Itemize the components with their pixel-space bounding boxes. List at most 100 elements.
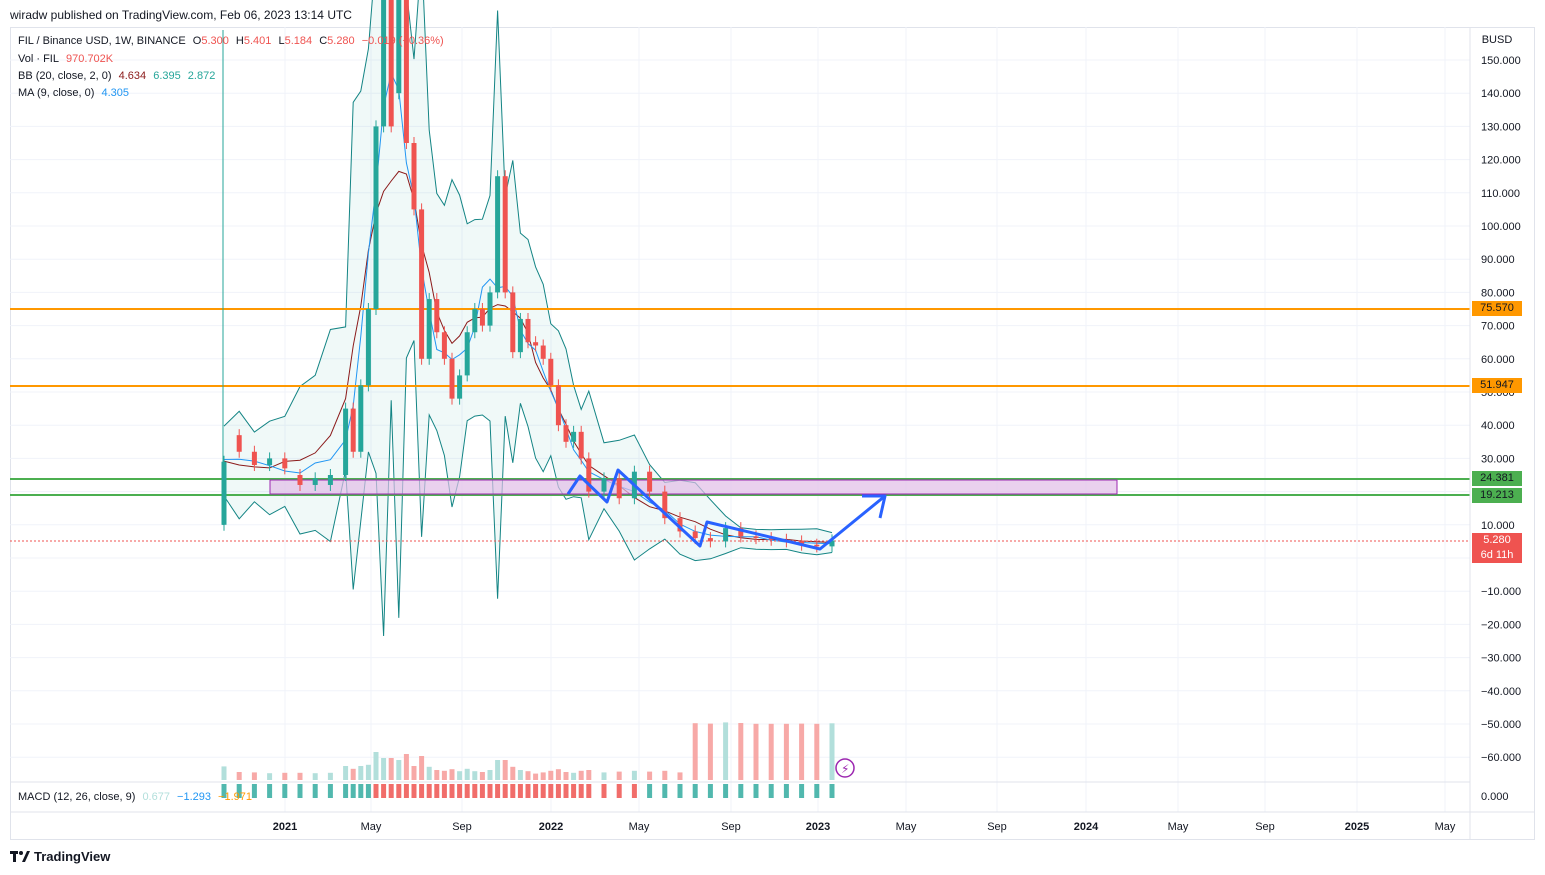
macd-bar: [251, 784, 257, 798]
macd-bar: [601, 784, 607, 798]
price-tick-label: −60.000: [1481, 752, 1521, 764]
candle-body: [525, 318, 531, 343]
horizontal-levels: [10, 308, 1470, 496]
time-axis: 2021 May Sep 2022 May Sep 2023 May Sep 2024 May Sep…: [273, 821, 1456, 833]
candle-body: [601, 478, 607, 492]
legend-volume-row[interactable]: Vol · FIL 970.702K: [18, 53, 117, 65]
volume-bar: [297, 772, 303, 780]
macd-bar: [343, 784, 349, 798]
legend-bb-label: BB (20, close, 2, 0): [18, 70, 112, 82]
candle-body: [282, 458, 288, 469]
alert-icon[interactable]: [835, 758, 855, 778]
macd-bar: [441, 784, 447, 798]
macd-bar: [510, 784, 516, 798]
time-tick-label: May: [1435, 821, 1456, 833]
macd-histogram: [221, 784, 835, 798]
price-tick-label: −50.000: [1481, 719, 1521, 731]
volume-bar: [457, 771, 463, 780]
volume-bar: [631, 770, 637, 780]
volume-bar: [533, 773, 539, 780]
candle-body: [502, 176, 508, 293]
legend-ma-row[interactable]: MA (9, close, 0) 4.305: [18, 87, 133, 99]
macd-bar: [692, 784, 698, 798]
time-tick-label: May: [629, 821, 650, 833]
publish-caption: wiradw published on TradingView.com, Feb…: [10, 8, 352, 22]
volume-bar: [358, 766, 364, 780]
volume-bar: [388, 758, 394, 780]
legend-open: 5.300: [201, 35, 229, 47]
candle-body: [350, 408, 356, 452]
pattern-drawing: [566, 468, 886, 551]
legend-bb-row[interactable]: BB (20, close, 2, 0) 4.634 6.395 2.872: [18, 70, 219, 82]
volume-bar: [814, 723, 820, 780]
legend-vol: 970.702K: [66, 53, 114, 65]
candle-body: [723, 528, 729, 542]
legend-macd-line: −1.293: [177, 791, 211, 803]
volume-bar: [236, 772, 242, 780]
candle-body: [373, 126, 379, 310]
price-tick-label: −40.000: [1481, 686, 1521, 698]
volume-bar: [221, 766, 227, 780]
legend-macd-row[interactable]: MACD (12, 26, close, 9) 0.677 −1.293 −1.…: [18, 791, 256, 803]
volume-bar: [510, 766, 516, 780]
volume-bar: [472, 771, 478, 780]
candle-body: [403, 0, 409, 143]
macd-bar: [517, 784, 523, 798]
candle-body: [327, 475, 333, 485]
macd-bar: [647, 784, 653, 798]
candle-body: [753, 536, 759, 539]
time-tick-label: 2024: [1074, 821, 1099, 833]
price-tick-label: 110.000: [1481, 188, 1520, 200]
price-tick-label: 10.000: [1481, 520, 1515, 532]
candle-body: [540, 345, 546, 359]
macd-bar: [487, 784, 493, 798]
candle-body: [434, 299, 440, 333]
volume-bar: [723, 722, 729, 780]
volume-bar: [282, 772, 288, 780]
macd-bar: [555, 784, 561, 798]
volume-bar: [267, 773, 273, 780]
volume-bars: [221, 722, 835, 780]
volume-bar: [662, 770, 668, 780]
candle-body: [555, 385, 561, 426]
legend-ma-label: MA (9, close, 0): [18, 87, 95, 99]
price-tick-label: 120.000: [1481, 155, 1521, 167]
time-tick-label: Sep: [452, 821, 472, 833]
volume-bar: [373, 752, 379, 780]
candle-body: [267, 458, 273, 466]
candle-body: [563, 425, 569, 442]
macd-bar: [768, 784, 774, 798]
level-tag-3: 24.381: [1472, 471, 1522, 486]
candle-body: [799, 541, 805, 545]
macd-tick-label: 0.000: [1481, 791, 1509, 803]
legend-close: 5.280: [327, 35, 355, 47]
candle-body: [312, 478, 318, 485]
candle-body: [343, 408, 349, 475]
bollinger-basis: [223, 170, 833, 543]
candle-body: [426, 299, 432, 359]
legend-symbol-row[interactable]: FIL / Binance USD, 1W, BINANCE O5.300 H5…: [18, 35, 448, 47]
tradingview-footer[interactable]: TradingView: [10, 849, 110, 864]
volume-bar: [396, 760, 402, 780]
candle-body: [358, 385, 364, 452]
last-price-tag: 5.280: [1472, 533, 1522, 548]
macd-bar: [236, 784, 242, 798]
macd-bar: [829, 784, 835, 798]
time-tick-label: 2023: [806, 821, 830, 833]
macd-bar: [631, 784, 637, 798]
time-tick-label: May: [1168, 821, 1189, 833]
volume-bar: [495, 760, 501, 780]
candle-body: [692, 531, 698, 539]
legend-macd-label: MACD (12, 26, close, 9): [18, 791, 136, 803]
macd-bar: [350, 784, 356, 798]
candles: [221, 0, 835, 553]
candle-body: [510, 292, 516, 353]
macd-bar: [282, 784, 288, 798]
macd-bar: [464, 784, 470, 798]
macd-bar: [312, 784, 318, 798]
price-tick-label: 130.000: [1481, 121, 1521, 133]
macd-bar: [426, 784, 432, 798]
price-tick-label: 150.000: [1481, 55, 1521, 67]
level-tag-1: 75.570: [1472, 301, 1522, 316]
